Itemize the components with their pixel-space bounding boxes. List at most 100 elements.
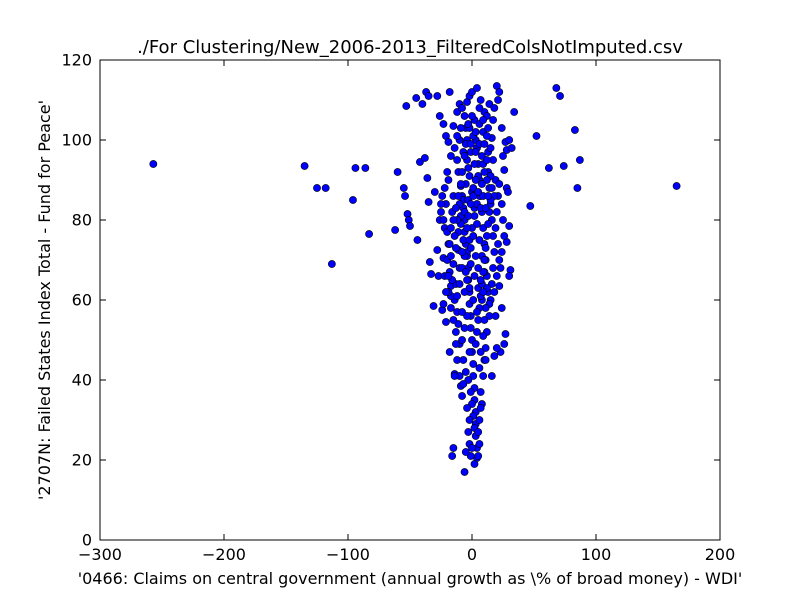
data-point	[391, 226, 400, 234]
data-point	[491, 224, 500, 232]
data-point	[476, 348, 485, 356]
data-point	[484, 124, 493, 132]
data-point	[469, 360, 478, 368]
data-point	[556, 92, 564, 100]
data-point	[490, 104, 499, 112]
data-point	[459, 356, 468, 364]
data-point	[469, 296, 478, 304]
x-tick-label: −300	[78, 545, 122, 564]
data-point	[473, 308, 481, 316]
data-point	[321, 184, 330, 192]
data-point	[399, 184, 408, 192]
data-point	[468, 112, 476, 120]
data-point	[447, 304, 455, 312]
data-point	[456, 124, 465, 132]
data-point	[482, 132, 491, 140]
data-point	[445, 88, 454, 96]
data-point	[470, 160, 479, 168]
data-point	[544, 164, 553, 172]
data-point	[475, 236, 484, 244]
data-point	[423, 174, 432, 182]
data-point	[427, 270, 435, 278]
data-point	[489, 116, 497, 124]
y-tick-label: 40	[72, 371, 92, 390]
x-tick-label: −200	[202, 545, 246, 564]
data-point	[465, 348, 474, 356]
data-point	[465, 172, 474, 180]
data-point	[458, 104, 466, 112]
x-tick-label: 100	[581, 545, 612, 564]
data-point	[433, 246, 442, 254]
data-point	[447, 152, 455, 160]
data-point	[571, 126, 579, 134]
data-point	[440, 184, 449, 192]
data-point	[482, 232, 491, 240]
data-point	[444, 272, 453, 280]
data-point	[450, 372, 459, 380]
data-point	[442, 288, 450, 296]
data-point	[471, 252, 480, 260]
data-point	[424, 198, 433, 206]
data-point	[471, 340, 480, 348]
y-tick-label: 20	[72, 451, 92, 470]
data-point	[451, 204, 460, 212]
data-point	[445, 348, 454, 356]
data-point	[461, 368, 470, 376]
data-point	[463, 404, 471, 412]
data-point	[451, 340, 460, 348]
data-point	[456, 180, 465, 188]
data-point	[149, 160, 158, 168]
data-point	[429, 302, 438, 310]
data-point	[471, 176, 480, 184]
data-point	[463, 224, 471, 232]
data-point	[453, 292, 462, 300]
data-point	[471, 128, 480, 136]
data-point	[474, 264, 483, 272]
data-point	[449, 260, 458, 268]
data-point	[487, 372, 496, 380]
data-point	[501, 330, 510, 338]
data-point	[473, 328, 481, 336]
data-point	[412, 94, 421, 102]
data-point	[465, 416, 474, 424]
data-point	[447, 224, 455, 232]
data-point	[490, 288, 499, 296]
y-tick-label: 120	[61, 51, 92, 70]
data-point	[475, 416, 484, 424]
data-point	[495, 282, 504, 290]
data-point	[424, 92, 433, 100]
data-point	[487, 184, 496, 192]
data-point	[443, 168, 452, 176]
data-point	[471, 148, 480, 156]
data-point	[438, 192, 447, 200]
y-tick-label: 100	[61, 131, 92, 150]
y-tick-label: 80	[72, 211, 92, 230]
data-point	[475, 104, 484, 112]
data-point	[476, 404, 485, 412]
data-point	[449, 122, 458, 130]
data-point	[492, 272, 501, 280]
axis-ticks	[99, 59, 721, 541]
data-point	[484, 220, 493, 228]
data-point	[504, 188, 512, 196]
data-point	[672, 182, 681, 190]
data-point	[476, 276, 485, 284]
data-point	[313, 184, 321, 192]
data-point	[327, 260, 336, 268]
data-point	[455, 280, 464, 288]
data-point	[466, 260, 475, 268]
data-point	[490, 352, 499, 360]
data-point	[466, 140, 475, 148]
data-point	[497, 248, 506, 256]
y-tick-label: 0	[82, 531, 92, 550]
data-point	[454, 192, 463, 200]
data-point	[300, 162, 309, 170]
data-point	[486, 144, 495, 152]
data-point	[460, 468, 469, 476]
data-point	[497, 304, 506, 312]
data-point	[463, 276, 471, 284]
data-point	[461, 268, 470, 276]
data-point	[575, 156, 584, 164]
data-point	[505, 222, 514, 230]
data-point	[481, 204, 490, 212]
